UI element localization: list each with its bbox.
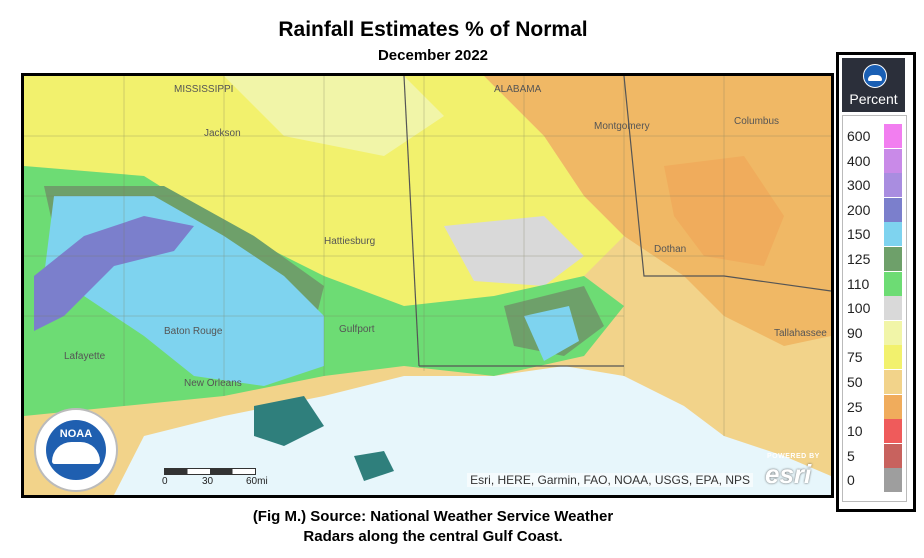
place-label-gulfport: Gulfport [339,324,375,335]
scale-label-0: 0 [162,476,168,487]
noaa-seal-logo: NOAA [34,408,118,492]
caption-line-1: (Fig M.) Source: National Weather Servic… [252,508,614,525]
noaa-seal-wave [52,442,100,464]
legend-value: 400 [847,152,871,169]
legend-swatch [884,296,902,321]
place-label-new-orleans: New Orleans [184,378,242,389]
legend-value: 100 [847,300,871,317]
legend-value: 200 [847,201,871,218]
legend-swatch [884,197,902,222]
legend-swatch [884,320,902,345]
legend-swatch [884,468,902,493]
scale-bar: 0 30 60mi [162,468,274,488]
legend-row: 25 [843,394,906,419]
legend-value: 600 [847,128,871,144]
scale-bar-graphic [164,468,256,475]
scale-label-60mi: 60mi [246,476,268,487]
place-label-lafayette: Lafayette [64,351,106,362]
map-title: Rainfall Estimates % of Normal [278,18,588,41]
legend-swatch [884,148,902,173]
legend-row: 10 [843,419,906,444]
legend-row: 90 [843,320,906,345]
legend-row: 0 [843,468,906,493]
noaa-logo-icon [863,64,887,88]
legend-value: 0 [847,472,855,489]
legend-row: 200 [843,197,906,222]
esri-powered-by: POWERED BY [767,453,820,460]
legend-swatch [884,124,902,148]
legend-value: 125 [847,251,871,267]
place-label-jackson: Jackson [204,128,241,139]
percent-legend: Percent 600 400 300 200 150 125 110 100 90 75 50 25… [836,52,916,512]
map-canvas [24,76,831,495]
legend-swatch [884,247,902,271]
place-label-columbus: Columbus [734,116,780,127]
place-label-dothan: Dothan [654,244,687,255]
legend-row: 5 [843,443,906,468]
place-label-baton-rouge: Baton Rouge [164,326,223,337]
legend-header-label: Percent [849,91,898,107]
esri-logo[interactable]: POWERED BY esri [763,453,823,489]
legend-body: 600 400 300 200 150 125 110 100 90 75 50 25 10 5 0 [842,115,907,502]
noaa-seal-text: NOAA [59,428,93,440]
legend-value: 25 [847,398,863,415]
legend-value: 75 [847,349,863,366]
legend-row: 150 [843,222,906,247]
legend-value: 90 [847,324,863,341]
legend-row: 125 [843,247,906,271]
legend-value: 150 [847,226,871,243]
legend-swatch [884,222,902,247]
legend-row: 600 [843,124,906,148]
legend-swatch [884,370,902,394]
legend-row: 110 [843,271,906,296]
legend-value: 5 [847,447,855,464]
legend-row: 300 [843,173,906,198]
place-label-tallahassee: Tallahassee [774,328,827,339]
legend-swatch [884,443,902,468]
legend-value: 10 [847,423,863,440]
legend-row: 75 [843,345,906,370]
scale-label-30: 30 [202,476,214,487]
rainfall-map[interactable]: MISSISSIPPI ALABAMA Montgomery Columbus … [21,73,834,498]
map-attribution[interactable]: Esri, HERE, Garmin, FAO, NOAA, USGS, EPA… [467,473,753,487]
place-label-alabama: ALABAMA [494,84,542,95]
legend-swatch [884,173,902,198]
legend-value: 50 [847,374,863,390]
place-label-hattiesburg: Hattiesburg [324,236,376,247]
place-label-mississippi: MISSISSIPPI [174,84,234,95]
legend-row: 100 [843,296,906,321]
legend-swatch [884,345,902,370]
legend-row: 400 [843,148,906,173]
legend-swatch [884,271,902,296]
legend-header: Percent [842,58,905,112]
legend-value: 300 [847,177,871,194]
legend-swatch [884,419,902,444]
caption-line-2: Radars along the central Gulf Coast. [303,528,563,545]
figure-caption: (Fig M.) Source: National Weather Servic… [0,507,866,547]
map-subtitle: December 2022 [377,47,489,64]
legend-swatch [884,394,902,419]
legend-row: 50 [843,370,906,394]
place-label-montgomery: Montgomery [594,121,650,132]
esri-wordmark: esri [765,459,812,489]
legend-value: 110 [847,275,870,292]
